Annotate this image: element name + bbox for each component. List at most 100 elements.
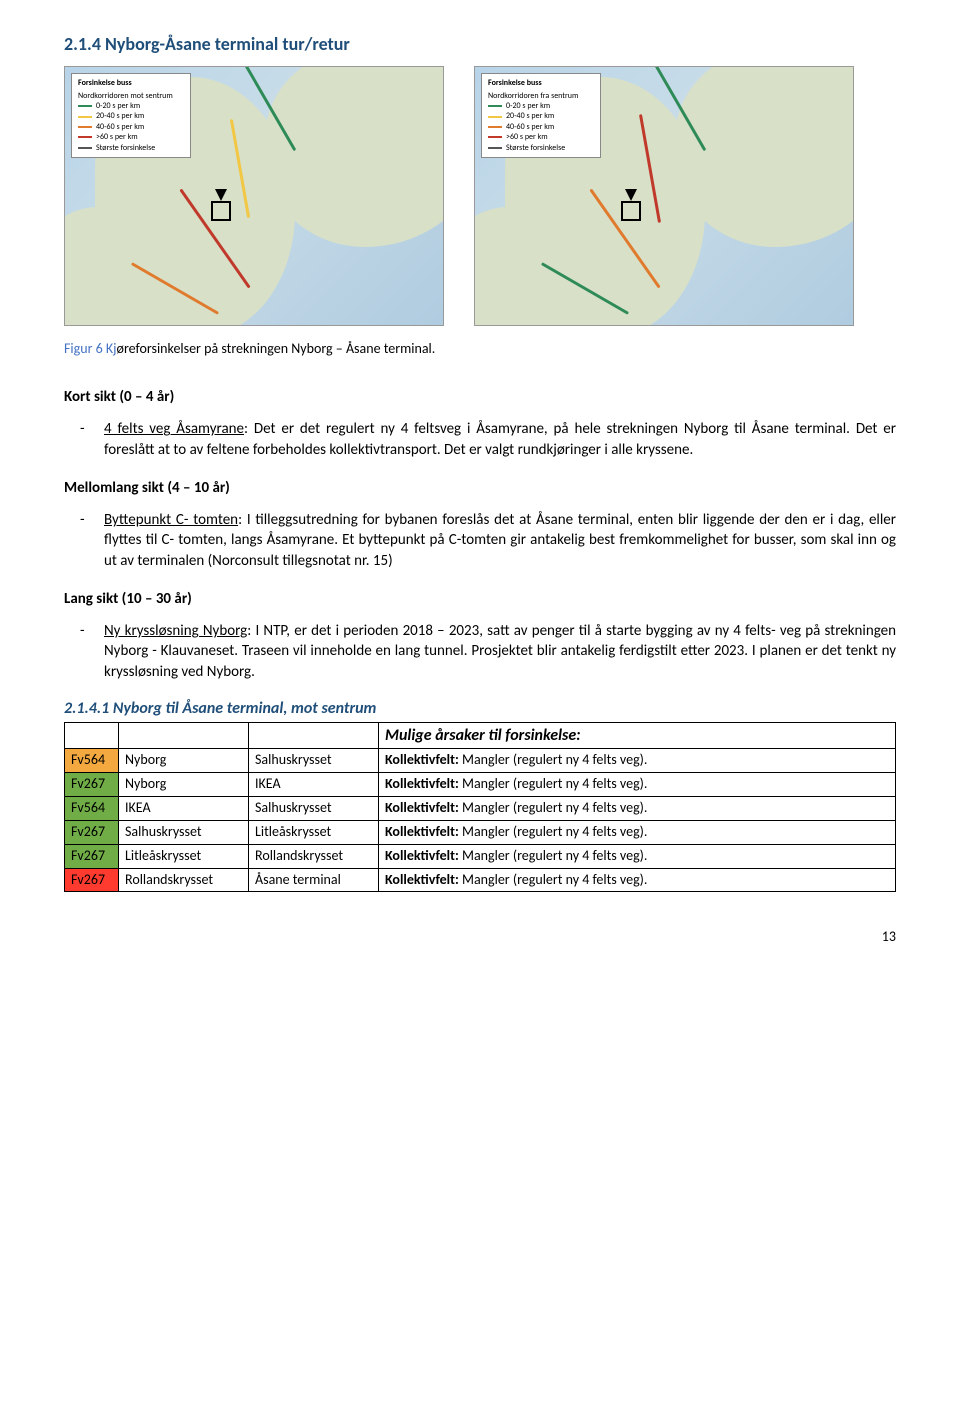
cause-cell: Kollektivfelt: Mangler (regulert ny 4 fe… — [379, 844, 896, 868]
from-cell: Salhuskrysset — [119, 820, 249, 844]
legend-label: Største forsinkelse — [506, 143, 565, 153]
road-code: Fv267 — [65, 773, 119, 797]
legend-label: Største forsinkelse — [96, 143, 155, 153]
cause-header: Mulige årsaker til forsinkelse: — [379, 722, 896, 749]
legend-row: Største forsinkelse — [488, 143, 594, 153]
cause-cell: Kollektivfelt: Mangler (regulert ny 4 fe… — [379, 773, 896, 797]
map-legend-left: Forsinkelse buss Nordkorridoren mot sent… — [71, 73, 191, 158]
legend-row: 40-60 s per km — [78, 122, 184, 132]
legend-row: >60 s per km — [488, 132, 594, 142]
legend-row: 0-20 s per km — [488, 101, 594, 111]
table-row: Fv267SalhuskryssetLitleåskryssetKollekti… — [65, 820, 896, 844]
legend-title: Forsinkelse buss — [78, 78, 184, 88]
to-cell: Åsane terminal — [249, 868, 379, 892]
caption-rest: øreforsinkelser på strekningen Nyborg – … — [117, 340, 436, 357]
cause-bold: Kollektivfelt: — [385, 775, 459, 792]
table-row: Fv267RollandskryssetÅsane terminalKollek… — [65, 868, 896, 892]
cause-bold: Kollektivfelt: — [385, 799, 459, 816]
page-number: 13 — [64, 928, 896, 947]
mellom-sikt-list: Byttepunkt C- tomten: I tilleggsutrednin… — [64, 510, 896, 571]
legend-subtitle: Nordkorridoren fra sentrum — [488, 91, 594, 101]
from-cell: Rollandskrysset — [119, 868, 249, 892]
map-right: Forsinkelse buss Nordkorridoren fra sent… — [474, 66, 854, 326]
cause-rest: Mangler (regulert ny 4 felts veg). — [459, 799, 648, 816]
legend-swatch — [488, 126, 502, 128]
legend-swatch — [488, 116, 502, 118]
legend-swatch — [78, 147, 92, 149]
to-cell: Salhuskrysset — [249, 796, 379, 820]
map-legend-right: Forsinkelse buss Nordkorridoren fra sent… — [481, 73, 601, 158]
cause-cell: Kollektivfelt: Mangler (regulert ny 4 fe… — [379, 796, 896, 820]
cause-bold: Kollektivfelt: — [385, 871, 459, 888]
legend-swatch — [488, 136, 502, 138]
legend-label: 20-40 s per km — [96, 111, 144, 121]
from-cell: Litleåskrysset — [119, 844, 249, 868]
legend-label: 40-60 s per km — [96, 122, 144, 132]
kort-sikt-list: 4 felts veg Åsamyrane: Det er det regule… — [64, 419, 896, 460]
section-heading: 2.1.4 Nyborg-Åsane terminal tur/retur — [64, 32, 896, 56]
cause-rest: Mangler (regulert ny 4 felts veg). — [459, 751, 648, 768]
legend-title: Forsinkelse buss — [488, 78, 594, 88]
legend-swatch — [78, 136, 92, 138]
to-cell: Salhuskrysset — [249, 749, 379, 773]
from-cell: Nyborg — [119, 749, 249, 773]
legend-swatch — [78, 126, 92, 128]
legend-swatch — [488, 147, 502, 149]
road-code: Fv564 — [65, 749, 119, 773]
road-code: Fv564 — [65, 796, 119, 820]
legend-label: 20-40 s per km — [506, 111, 554, 121]
lang-sikt-label: Lang sikt (10 – 30 år) — [64, 589, 896, 609]
mellom-sikt-label: Mellomlang sikt (4 – 10 år) — [64, 478, 896, 498]
road-code: Fv267 — [65, 820, 119, 844]
legend-row: 20-40 s per km — [488, 111, 594, 121]
legend-row: 20-40 s per km — [78, 111, 184, 121]
item-lead: 4 felts veg Åsamyrane — [104, 420, 244, 438]
cause-cell: Kollektivfelt: Mangler (regulert ny 4 fe… — [379, 820, 896, 844]
to-cell: IKEA — [249, 773, 379, 797]
to-cell: Rollandskrysset — [249, 844, 379, 868]
cause-bold: Kollektivfelt: — [385, 823, 459, 840]
item-lead: Byttepunkt C- tomten — [104, 511, 238, 529]
kort-sikt-label: Kort sikt (0 – 4 år) — [64, 387, 896, 407]
table-row: Fv267LitleåskryssetRollandskryssetKollek… — [65, 844, 896, 868]
caption-prefix: Figur 6 Kj — [64, 340, 117, 357]
delay-table: Mulige årsaker til forsinkelse: Fv564Nyb… — [64, 722, 896, 893]
legend-swatch — [488, 105, 502, 107]
cause-rest: Mangler (regulert ny 4 felts veg). — [459, 823, 648, 840]
legend-row: Største forsinkelse — [78, 143, 184, 153]
map-left: Forsinkelse buss Nordkorridoren mot sent… — [64, 66, 444, 326]
from-cell: Nyborg — [119, 773, 249, 797]
legend-row: >60 s per km — [78, 132, 184, 142]
legend-label: 0-20 s per km — [506, 101, 550, 111]
legend-label: 40-60 s per km — [506, 122, 554, 132]
table-row: Fv564NyborgSalhuskryssetKollektivfelt: M… — [65, 749, 896, 773]
table-header-row: Mulige årsaker til forsinkelse: — [65, 722, 896, 749]
legend-subtitle: Nordkorridoren mot sentrum — [78, 91, 184, 101]
cause-rest: Mangler (regulert ny 4 felts veg). — [459, 871, 648, 888]
legend-row: 0-20 s per km — [78, 101, 184, 111]
from-cell: IKEA — [119, 796, 249, 820]
figure-caption: Figur 6 Kjøreforsinkelser på strekningen… — [64, 340, 896, 359]
cause-cell: Kollektivfelt: Mangler (regulert ny 4 fe… — [379, 749, 896, 773]
cause-bold: Kollektivfelt: — [385, 847, 459, 864]
cause-rest: Mangler (regulert ny 4 felts veg). — [459, 847, 648, 864]
list-item: 4 felts veg Åsamyrane: Det er det regule… — [104, 419, 896, 460]
road-code: Fv267 — [65, 868, 119, 892]
legend-label: 0-20 s per km — [96, 101, 140, 111]
legend-swatch — [78, 116, 92, 118]
list-item: Ny kryssløsning Nyborg: I NTP, er det i … — [104, 621, 896, 682]
maps-row: Forsinkelse buss Nordkorridoren mot sent… — [64, 66, 896, 326]
item-lead: Ny kryssløsning Nyborg — [104, 622, 247, 640]
list-item: Byttepunkt C- tomten: I tilleggsutrednin… — [104, 510, 896, 571]
legend-label: >60 s per km — [96, 132, 138, 142]
table-row: Fv267NyborgIKEAKollektivfelt: Mangler (r… — [65, 773, 896, 797]
legend-label: >60 s per km — [506, 132, 548, 142]
legend-swatch — [78, 105, 92, 107]
cause-rest: Mangler (regulert ny 4 felts veg). — [459, 775, 648, 792]
legend-row: 40-60 s per km — [488, 122, 594, 132]
to-cell: Litleåskrysset — [249, 820, 379, 844]
lang-sikt-list: Ny kryssløsning Nyborg: I NTP, er det i … — [64, 621, 896, 682]
cause-cell: Kollektivfelt: Mangler (regulert ny 4 fe… — [379, 868, 896, 892]
road-code: Fv267 — [65, 844, 119, 868]
subsection-heading: 2.1.4.1 Nyborg til Åsane terminal, mot s… — [64, 698, 896, 720]
